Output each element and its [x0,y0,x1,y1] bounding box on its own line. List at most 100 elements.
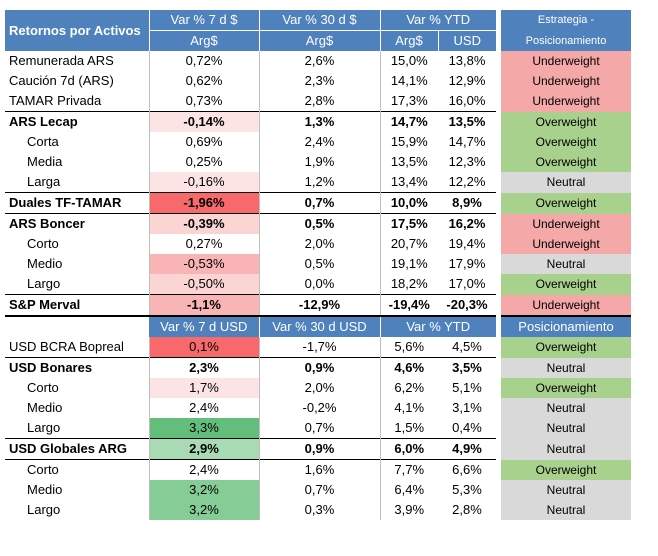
asset-name: USD Globales ARG [5,438,149,460]
ytd-ars-value: -19,4% [379,294,438,317]
stance-badge: Underweight [501,91,631,112]
table-row: USD BCRA Bopreal 0,1% -1,7% 5,6% 4,5% Overwei… [5,337,631,358]
asset-name: ARS Boncer [5,213,149,234]
ytd-ars-value: 18,2% [379,274,438,295]
asset-name: Largo [27,502,61,517]
asset-name: S&P Merval [5,294,149,317]
var30-value: 0,9% [258,357,380,378]
ytd-usd-value: 12,9% [448,73,486,88]
var30-value: -12,9% [258,294,380,317]
ytd-usd-value: 2,8% [452,502,482,517]
asset-name: ARS Lecap [5,111,149,132]
table-row: S&P Merval -1,1% -12,9% -19,4% -20,3% Underwe… [5,294,631,317]
table-row: Medio 2,4% -0,2% 4,1% 3,1% Neutral [5,398,631,418]
asset-name: Larga [27,174,61,189]
ytd-usd-value: 16,2% [438,213,496,234]
ytd-usd-value: 19,4% [448,236,486,251]
stance-badge: Neutral [501,254,631,274]
var30-value: 2,6% [258,51,380,71]
asset-name: TAMAR Privada [9,93,102,108]
stance-badge: Neutral [501,418,631,439]
var30-value: 1,2% [258,172,380,193]
asset-name: Medio [27,482,63,497]
ytd-usd-value: 16,0% [448,93,486,108]
ytd-usd-value: 13,8% [448,53,486,68]
var30-value: -1,7% [258,337,380,358]
ytd-ars-value: 14,1% [379,71,438,91]
col-header-var7-usd: Var % 7 d USD [149,315,259,337]
header-row-2: Arg$ Arg$ Arg$ USD Posicionamiento [5,30,631,51]
table-row: Media 0,25% 1,9% 13,5% 12,3% Overweight [5,152,631,172]
var7-value: -1,1% [148,294,259,317]
stance-badge: Underweight [501,234,631,254]
stance-badge: Underweight [501,213,631,234]
header-row-1: Retornos por Activos Var % 7 d $ Var % 3… [5,10,631,51]
ytd-ars-value: 13,5% [379,152,438,172]
ytd-usd-value: 3,1% [452,400,482,415]
var7-value: -0,14% [148,111,259,132]
col-header-var7: Var % 7 d $ [148,10,259,31]
var7-value: 0,69% [148,132,259,152]
var30-value: 2,3% [258,71,380,91]
var7-value: 0,25% [148,152,259,172]
table-row: Remunerada ARS 0,72% 2,6% 15,0% 13,8% Underwe… [5,51,631,71]
ytd-ars-value: 6,0% [379,438,438,460]
asset-name: Medio [27,400,63,415]
table-row: Medio -0,53% 0,5% 19,1% 17,9% Neutral [5,254,631,274]
var7-value: 0,72% [148,51,259,71]
asset-name: Corto [5,459,149,480]
ytd-ars-value: 13,4% [379,172,438,193]
stance-badge: Overweight [501,337,631,358]
table-row: ARS Boncer -0,39% 0,5% 17,5% 16,2% Underweigh… [5,213,631,234]
var7-value: -0,50% [148,274,259,295]
ytd-usd-value: 14,7% [448,134,486,149]
var30-value: 0,3% [258,500,380,520]
ytd-usd-value: 17,0% [448,276,486,291]
var7-value: 2,4% [148,398,259,418]
table-row: Duales TF-TAMAR -1,96% 0,7% 10,0% 8,9% Overwe… [5,192,631,214]
table-row: Largo -0,50% 0,0% 18,2% 17,0% Overweight [5,274,631,295]
table-row: Largo 3,3% 0,7% 1,5% 0,4% Neutral [5,418,631,439]
var30-value: 2,4% [258,132,380,152]
ytd-usd-value: 4,5% [452,339,482,354]
ytd-ars-value: 20,7% [379,234,438,254]
var30-value: 0,7% [258,418,380,439]
returns-table-container: Retornos por Activos Var % 7 d $ Var % 3… [5,10,631,520]
col-header-stance-usd: Posicionamiento [501,315,631,337]
ytd-usd-value: 3,5% [438,357,496,378]
ytd-ars-value: 19,1% [379,254,438,274]
subheader-ytd-usd: USD [437,30,496,51]
var7-value: 0,1% [148,337,259,358]
table-row: ARS Lecap -0,14% 1,3% 14,7% 13,5% Overweight [5,111,631,132]
ytd-usd-value: 0,4% [452,420,482,435]
asset-name: Medio [27,256,63,271]
asset-name: USD BCRA Bopreal [9,339,124,354]
ytd-usd-value: 4,9% [438,438,496,460]
table-row: Corto 2,4% 1,6% 7,7% 6,6% Overweight [5,459,631,480]
stance-badge: Overweight [501,192,631,214]
stance-badge: Underweight [501,71,631,91]
ytd-ars-value: 5,6% [379,337,438,358]
stance-badge: Overweight [501,378,631,398]
stance-badge: Underweight [501,294,631,316]
var7-value: 2,9% [148,438,259,460]
var7-value: 2,3% [148,357,259,378]
ytd-usd-value: 17,9% [448,256,486,271]
ytd-ars-value: 17,5% [379,213,438,234]
table-row: Corto 1,7% 2,0% 6,2% 5,1% Overweight [5,378,631,398]
asset-name: Corto [27,380,59,395]
returns-table: Retornos por Activos Var % 7 d $ Var % 3… [5,10,631,520]
table-row: Medio 3,2% 0,7% 6,4% 5,3% Neutral [5,480,631,500]
var30-value: 0,9% [258,438,380,460]
ytd-ars-value: 14,7% [379,111,438,132]
var30-value: 0,5% [258,254,380,274]
ytd-usd-value: -20,3% [438,294,496,317]
stance-badge: Neutral [501,398,631,418]
ytd-ars-value: 17,3% [379,91,438,112]
table-row: Larga -0,16% 1,2% 13,4% 12,2% Neutral [5,172,631,193]
subheader-var30: Arg$ [258,30,380,51]
ytd-ars-value: 6,2% [379,378,438,398]
table-row: Caución 7d (ARS) 0,62% 2,3% 14,1% 12,9% Under… [5,71,631,91]
ytd-ars-value: 3,9% [379,500,438,520]
stance-badge: Overweight [501,132,631,152]
